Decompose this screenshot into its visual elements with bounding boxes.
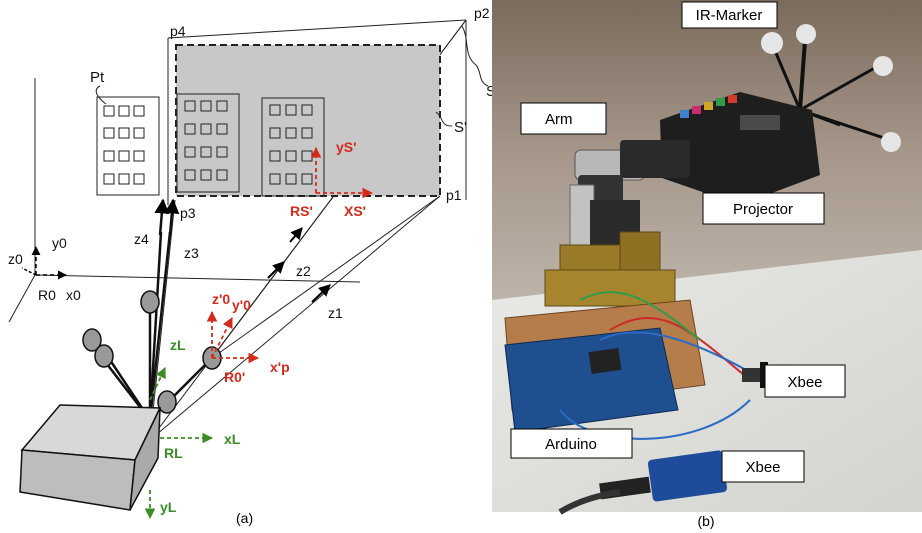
keypad-right-on-surface <box>261 97 325 197</box>
label-s: S <box>486 83 496 100</box>
label-xs-prime: XS' <box>344 203 366 219</box>
callout-xbee-top: Xbee <box>764 364 846 398</box>
projection-surface-s-prime <box>175 44 441 197</box>
panel-a: p4 p2 p1 p3 Pt S S' y0 z0 R0 x0 z4 z3 z2… <box>8 5 496 526</box>
panel-a-labels: p4 p2 p1 p3 Pt S S' y0 z0 R0 x0 z4 z3 z2… <box>8 5 496 526</box>
label-z0: z0 <box>8 251 23 267</box>
callout-arduino: Arduino <box>510 428 633 459</box>
arm-frame-axes <box>144 367 214 520</box>
callout-arm-label: Arm <box>545 111 573 128</box>
projector-device <box>660 92 820 205</box>
label-p2: p2 <box>474 5 490 21</box>
label-z2: z2 <box>296 263 311 279</box>
caption-b: (b) <box>697 513 714 529</box>
screen-frame-axes <box>310 146 374 199</box>
label-z1: z1 <box>328 305 343 321</box>
label-p4: p4 <box>170 23 186 39</box>
label-rl: RL <box>164 445 183 461</box>
callout-xbee-bottom-label: Xbee <box>745 459 780 476</box>
world-frame-axes <box>21 246 67 280</box>
xbee-device-bottom <box>558 450 728 515</box>
label-p1: p1 <box>446 187 462 203</box>
xbee-device-top <box>742 362 768 388</box>
label-rs-prime: RS' <box>290 203 313 219</box>
label-y-prime-0: y'0 <box>232 297 251 313</box>
callout-ir-marker: IR-Marker <box>681 1 778 29</box>
label-x-prime-p: x'p <box>270 359 290 375</box>
ray-z3-arrow <box>164 198 180 236</box>
callout-projector-label: Projector <box>733 201 793 218</box>
caption-a: (a) <box>236 510 253 526</box>
label-z-prime-0: z'0 <box>212 291 230 307</box>
label-pt: Pt <box>90 69 105 86</box>
label-x0: x0 <box>66 287 81 303</box>
leader-s-prime <box>435 111 453 127</box>
panel-b-photo: IR-Marker Arm Projector Xbee Arduino Xbe… <box>492 0 922 529</box>
ray-arrows <box>267 227 331 303</box>
robot-arm <box>544 140 690 307</box>
label-z3: z3 <box>184 245 199 261</box>
label-zl: zL <box>170 337 186 353</box>
ray-z4-arrow <box>154 198 170 236</box>
label-r0-prime: R0' <box>224 369 245 385</box>
keypad-pt <box>96 96 160 196</box>
label-z4: z4 <box>134 231 149 247</box>
leader-pt <box>95 85 107 105</box>
keypad-left-on-surface <box>176 93 240 193</box>
callout-ir-marker-label: IR-Marker <box>696 7 763 24</box>
callout-xbee-top-label: Xbee <box>787 374 822 391</box>
leader-s <box>461 25 489 87</box>
label-yl: yL <box>160 499 177 515</box>
label-xl: xL <box>224 431 241 447</box>
world-frame-lines <box>8 78 361 323</box>
label-r0: R0 <box>38 287 56 303</box>
circuit-board <box>504 299 706 433</box>
callout-xbee-bottom: Xbee <box>721 450 805 483</box>
ir-marker <box>761 24 901 152</box>
callout-arm: Arm <box>520 102 607 135</box>
label-y0: y0 <box>52 235 67 251</box>
label-p3: p3 <box>180 205 196 221</box>
label-s-prime: S' <box>454 119 467 136</box>
arm-base-box <box>19 404 162 511</box>
projector-frame-axes <box>206 310 260 364</box>
label-ys-prime: yS' <box>336 139 356 155</box>
callout-arduino-label: Arduino <box>545 436 597 453</box>
callout-projector: Projector <box>702 192 825 225</box>
